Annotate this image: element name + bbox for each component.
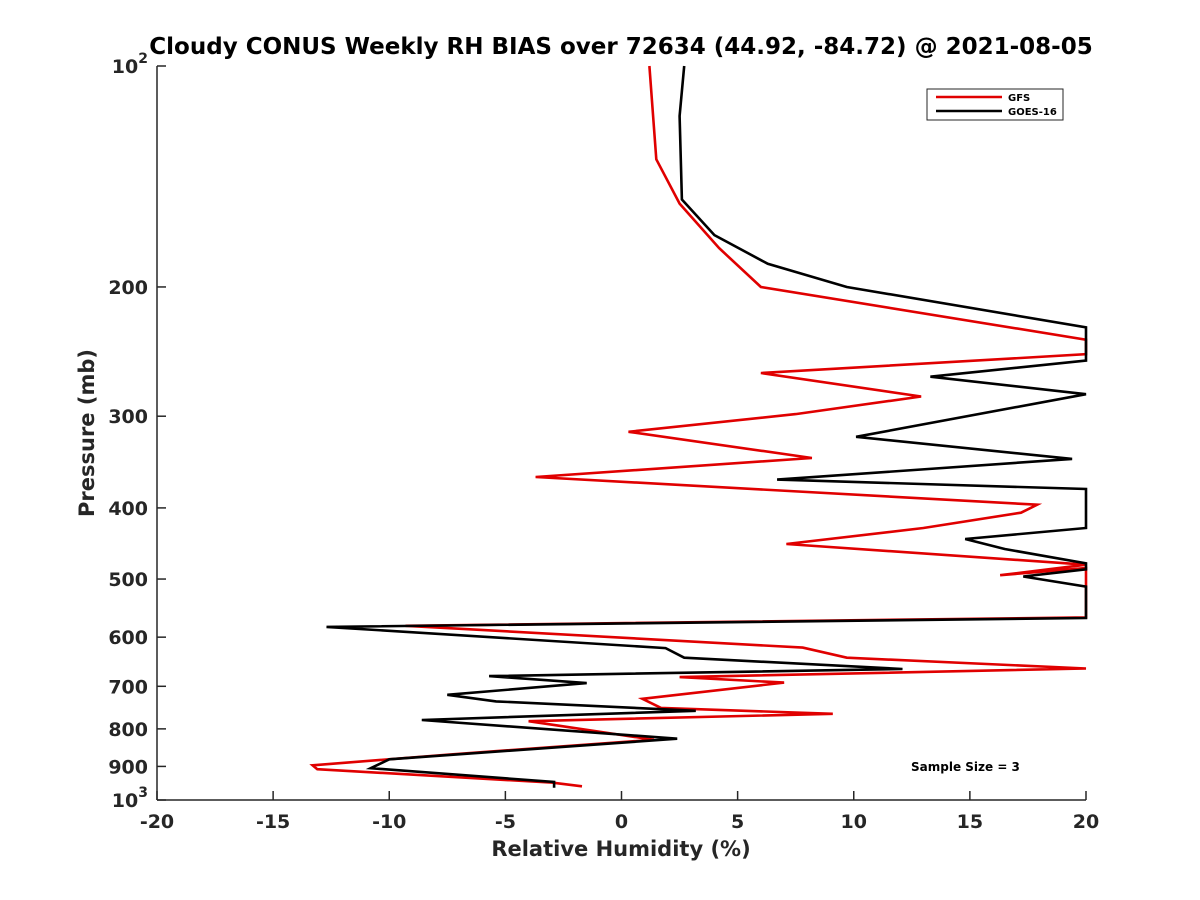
x-tick-label: 15 (957, 811, 983, 833)
y-tick-label: 600 (108, 627, 148, 649)
legend-box (926, 88, 1064, 121)
y-tick-base: 600 (108, 627, 148, 649)
chart-title: Cloudy CONUS Weekly RH BIAS over 72634 (… (149, 34, 1092, 60)
y-tick-label: 700 (108, 676, 148, 698)
y-tick-base: 10 (112, 790, 138, 812)
y-tick-label: 300 (108, 406, 148, 428)
y-tick-base: 800 (108, 719, 148, 741)
y-axis-label: Pressure (mb) (75, 349, 99, 517)
y-tick-base: 10 (112, 56, 138, 78)
legend-label-goes16: GOES-16 (1008, 107, 1057, 118)
legend-label-gfs: GFS (1008, 93, 1030, 104)
x-tick-label: 10 (841, 811, 867, 833)
y-tick-label: 900 (108, 756, 148, 778)
y-tick-label: 102 (112, 51, 148, 78)
y-tick-label: 800 (108, 719, 148, 741)
x-axis-label: Relative Humidity (%) (491, 837, 750, 861)
y-tick-base: 700 (108, 676, 148, 698)
x-ticks: -20 -15 -10 -5 0 5 10 15 20 (140, 791, 1099, 833)
y-tick-label: 500 (108, 569, 148, 591)
y-tick-label: 103 (112, 785, 148, 812)
x-tick-label: 20 (1073, 811, 1099, 833)
x-tick-label: 0 (615, 811, 628, 833)
x-tick-label: -15 (256, 811, 290, 833)
series-line-goes16 (326, 65, 1088, 788)
y-tick-base: 200 (108, 277, 148, 299)
y-tick-label: 400 (108, 498, 148, 520)
y-tick-exponent: 3 (138, 785, 148, 801)
x-tick-label: -5 (495, 811, 516, 833)
y-tick-base: 900 (108, 756, 148, 778)
x-tick-label: 5 (731, 811, 744, 833)
series-layer (309, 65, 1088, 788)
plot-background (157, 66, 1086, 800)
x-tick-label: -10 (372, 811, 406, 833)
sample-size-annotation: Sample Size = 3 (911, 760, 1020, 774)
y-tick-base: 400 (108, 498, 148, 520)
y-tick-exponent: 2 (138, 51, 148, 67)
y-tick-base: 500 (108, 569, 148, 591)
y-tick-base: 300 (108, 406, 148, 428)
legend: GFS GOES-16 (926, 88, 1064, 121)
plot-area: -20 -15 -10 -5 0 5 10 15 20 10220030040050060070… (108, 51, 1099, 833)
x-tick-label: -20 (140, 811, 174, 833)
y-tick-label: 200 (108, 277, 148, 299)
